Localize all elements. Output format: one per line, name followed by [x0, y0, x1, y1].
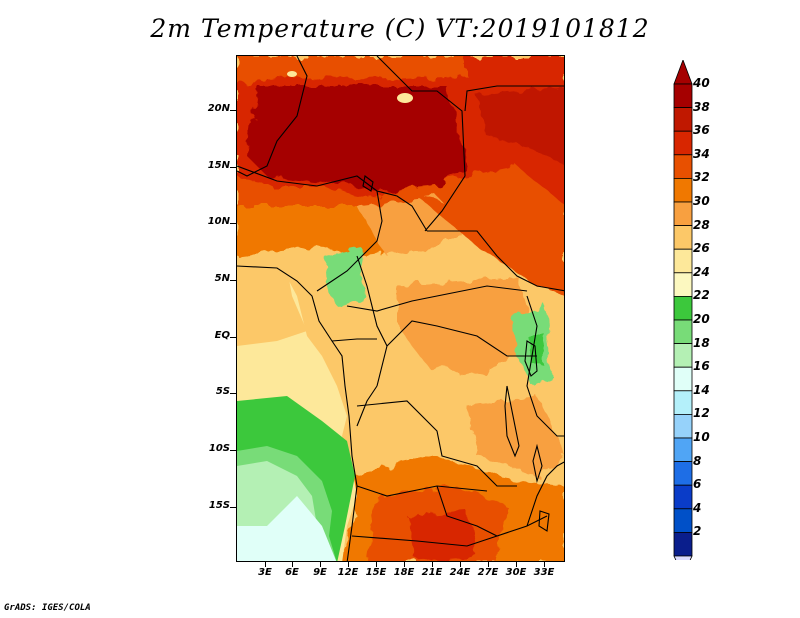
lat-label: EQ: [214, 330, 230, 341]
colorbar-swatch: [673, 201, 693, 227]
lon-label: 6E: [285, 567, 299, 578]
colorbar-swatch: [673, 107, 693, 132]
colorbar-label: 6: [693, 477, 702, 492]
colorbar-swatch: [673, 130, 693, 156]
colorbar-swatch: [673, 272, 693, 297]
lon-tick: [544, 562, 545, 567]
colorbar-swatch: [673, 319, 693, 345]
colorbar-label: 22: [693, 288, 710, 303]
lat-label: 20N: [207, 103, 230, 114]
temperature-map: [236, 55, 565, 562]
colorbar-min-arrow: [673, 555, 693, 560]
colorbar-label: 4: [693, 500, 702, 515]
temperature-field: [237, 56, 564, 561]
colorbar-swatch: [673, 484, 693, 510]
lon-tick: [348, 562, 349, 567]
ocean-coldest-patch: [237, 496, 337, 561]
colorbar-label: 2: [693, 524, 702, 539]
lakes: [362, 175, 550, 532]
lon-tick: [460, 562, 461, 567]
map-title: 2m Temperature (C) VT:2019101812: [150, 14, 650, 43]
colorbar-swatch: [673, 248, 693, 274]
lon-label: 12E: [337, 567, 359, 578]
lon-tick: [376, 562, 377, 567]
colorbar-swatch: [673, 531, 693, 557]
colorbar-swatch: [673, 366, 693, 392]
lat-label: 5S: [215, 386, 230, 397]
lat-tick: [230, 167, 236, 168]
colorbar-label: 12: [693, 406, 710, 421]
colorbar-label: 10: [693, 430, 710, 444]
lat-tick: [230, 450, 236, 451]
colorbar-label: 24: [693, 264, 710, 279]
colorbar-label: 30: [693, 194, 710, 208]
credit-label: GrADS: IGES/COLA: [4, 603, 91, 613]
lat-tick: [230, 110, 236, 111]
colorbar-swatch: [673, 461, 693, 486]
lon-label: 24E: [449, 567, 471, 578]
lon-label: 3E: [258, 567, 272, 578]
lat-tick: [230, 507, 236, 508]
lon-tick: [320, 562, 321, 567]
lat-label: 10S: [208, 443, 230, 454]
lon-label: 33E: [533, 567, 555, 578]
colorbar-label: 16: [693, 359, 710, 374]
lon-tick: [292, 562, 293, 567]
lon-tick: [516, 562, 517, 567]
colorbar-graphic: [673, 60, 693, 560]
colorbar-swatch: [673, 178, 693, 203]
lat-tick: [230, 393, 236, 394]
colorbar-label: 18: [693, 335, 710, 350]
colorbar-label: 20: [693, 312, 710, 326]
lon-tick: [432, 562, 433, 567]
lon-label: 9E: [313, 567, 327, 578]
lat-label: 15N: [207, 160, 230, 171]
colorbar-label: 38: [693, 99, 710, 114]
lon-label: 18E: [393, 567, 415, 578]
lon-label: 15E: [365, 567, 387, 578]
colorbar-swatch: [673, 508, 693, 533]
colorbar-swatch: [673, 83, 693, 109]
lon-tick: [404, 562, 405, 567]
highland-spots: [287, 71, 413, 103]
colorbar-swatch: [673, 413, 693, 439]
lon-tick: [265, 562, 266, 567]
lat-tick: [230, 223, 236, 224]
colorbar-label: 26: [693, 241, 710, 256]
colorbar-swatch: [673, 343, 693, 368]
lon-tick: [488, 562, 489, 567]
lat-tick: [230, 280, 236, 281]
colorbar-swatch: [673, 225, 693, 250]
colorbar-label: 28: [693, 217, 710, 232]
colorbar-swatch: [673, 295, 693, 321]
temperature-contours: [237, 56, 564, 561]
lat-label: 5N: [214, 273, 230, 284]
colorbar-swatch: [673, 437, 693, 463]
ocean-warm-patch: [237, 266, 307, 346]
lon-label: 21E: [421, 567, 443, 578]
colorbar-label: 14: [693, 382, 710, 397]
colorbar-label: 40: [693, 76, 710, 90]
lon-label: 27E: [477, 567, 499, 578]
colorbar-label: 32: [693, 170, 710, 185]
lat-label: 15S: [208, 500, 230, 511]
lon-label: 30E: [505, 567, 527, 578]
lat-tick: [230, 337, 236, 338]
colorbar-swatch: [673, 390, 693, 415]
colorbar-swatch: [673, 154, 693, 179]
colorbar-max-arrow: [673, 60, 693, 85]
lat-label: 10N: [207, 216, 230, 227]
colorbar-label: 34: [693, 146, 710, 161]
colorbar-label: 8: [693, 453, 702, 468]
colorbar-label: 36: [693, 123, 710, 138]
